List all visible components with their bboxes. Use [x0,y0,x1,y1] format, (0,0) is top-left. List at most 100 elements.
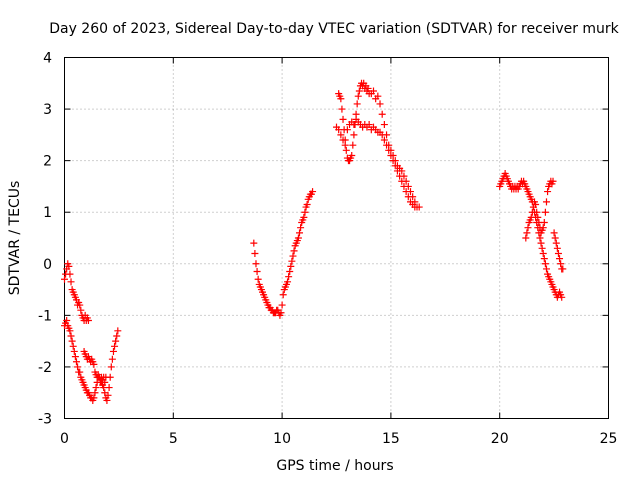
y-tick-label: -1 [38,308,52,324]
y-tick-label: 4 [43,51,52,67]
chart-title: Day 260 of 2023, Sidereal Day-to-day VTE… [49,21,619,37]
data-point [550,229,558,237]
y-axis-label: SDTVAR / TECUs [7,181,23,296]
data-point [559,265,567,273]
series-segment-3b [335,79,423,211]
data-point [72,358,80,366]
data-point [77,306,85,314]
data-point [253,268,261,276]
data-point [294,234,302,242]
data-point [354,92,362,100]
data-point [67,332,75,340]
data-point [337,131,345,139]
x-tick-label: 5 [169,431,178,447]
data-point [365,121,373,129]
data-point [108,355,116,363]
y-tick-label: 2 [43,154,52,170]
x-tick-label: 25 [600,431,618,447]
data-point [537,239,545,247]
data-point [76,301,84,309]
y-tick-label: 3 [43,102,52,118]
data-point [286,268,294,276]
data-point [290,247,298,255]
data-point [558,293,566,301]
data-point [111,342,119,350]
data-point [400,172,408,180]
data-point [338,105,346,113]
data-point [355,87,363,95]
data-point [301,208,309,216]
data-point [522,234,530,242]
x-tick-label: 10 [273,431,291,447]
data-point [250,239,258,247]
data-point [303,200,311,208]
data-point [369,87,377,95]
axis-ticks: 0 5 10 15 20 25 -3 -2 -1 0 1 2 3 4 [38,51,617,448]
data-point [352,110,360,118]
data-point [378,110,386,118]
data-point [538,244,546,252]
data-point [104,391,112,399]
data-point [69,342,77,350]
data-point [539,249,547,257]
data-point [556,255,564,263]
data-point [102,373,110,381]
data-point [251,249,259,257]
data-point [411,198,419,206]
data-point [380,136,388,144]
y-tick-label: -3 [38,412,52,428]
y-tick-label: 0 [43,257,52,273]
data-point [527,213,535,221]
data-point [557,260,565,268]
data-point [376,100,384,108]
data-point [113,332,121,340]
data-point [389,151,397,159]
x-tick-label: 15 [382,431,400,447]
data-point [533,208,541,216]
data-point [309,188,317,196]
data-point [554,249,562,257]
data-point [342,146,350,154]
data-point [114,327,122,335]
data-point [402,177,410,185]
data-point [296,229,304,237]
data-point [66,270,74,278]
data-point [92,384,100,392]
data-point [544,188,552,196]
x-tick-label: 0 [60,431,69,447]
data-point [284,278,292,286]
data-point [91,389,99,397]
data-point [76,368,84,376]
data-point [532,200,540,208]
y-tick-label: -2 [38,360,52,376]
data-point [391,157,399,165]
data-point [340,126,348,134]
data-point [277,309,285,317]
data-point [406,188,414,196]
data-point [61,275,68,283]
data-point [534,213,542,221]
data-point [109,347,117,355]
data-point [415,203,423,211]
y-tick-label: 1 [43,205,52,221]
data-point [409,193,417,201]
data-point [349,141,357,149]
data-points [61,79,567,404]
data-point [112,337,120,345]
data-point [387,146,395,154]
data-point [374,92,382,100]
data-point [65,262,73,270]
data-point [252,260,260,268]
data-point [107,363,115,371]
data-point [288,257,296,265]
data-point [70,347,78,355]
data-point [404,182,412,190]
grid [64,57,609,419]
data-point [551,234,559,242]
data-point [552,239,560,247]
data-point [337,95,345,103]
data-point [348,151,356,159]
data-point [536,234,544,242]
x-axis-label: GPS time / hours [276,458,393,474]
data-point [339,115,347,123]
